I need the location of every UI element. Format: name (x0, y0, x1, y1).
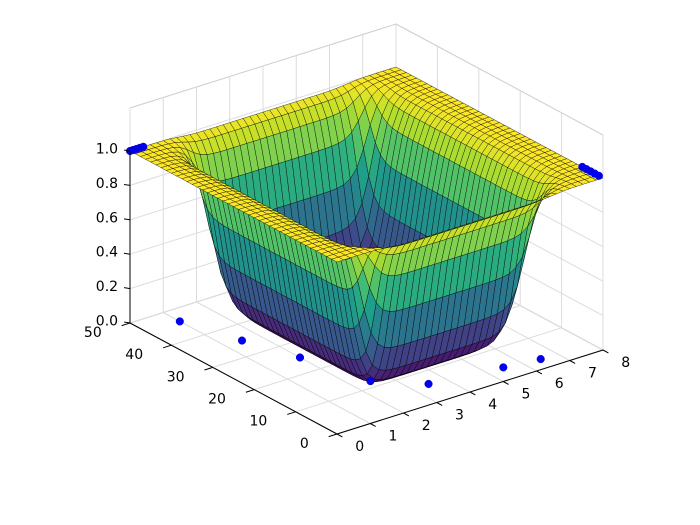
scatter-point (295, 353, 305, 362)
y-tick-label: 30 (167, 369, 185, 385)
grid-line-z-back (129, 66, 397, 152)
x-tick (602, 349, 609, 354)
scatter-point (366, 377, 375, 386)
surface-mesh (129, 66, 604, 383)
scatter-point (424, 379, 433, 388)
y-tick-label: 50 (84, 325, 102, 341)
y-tick (328, 433, 338, 438)
x-tick-label: 3 (455, 408, 464, 424)
y-tick (121, 322, 131, 327)
z-tick (123, 218, 131, 221)
y-tick-label: 20 (208, 392, 226, 408)
grid-line-y-floor (295, 327, 562, 413)
z-tick (123, 252, 131, 255)
x-tick (536, 370, 543, 375)
z-tick (123, 149, 131, 152)
x-tick-label: 8 (621, 355, 630, 371)
y-tick (204, 366, 213, 371)
x-tick-label: 4 (488, 397, 497, 413)
y-tick (245, 389, 255, 393)
x-tick (469, 391, 476, 396)
x-tick (436, 402, 443, 406)
x-tick-label: 7 (588, 366, 597, 382)
scatter-point (536, 355, 545, 364)
scatter-point (237, 336, 247, 345)
z-tick-label: 0.6 (96, 210, 118, 226)
y-tick (162, 344, 172, 349)
z-tick-label: 0.4 (96, 245, 118, 261)
x-tick (503, 381, 509, 385)
x-tick (403, 412, 410, 417)
scatter-point (594, 171, 603, 180)
z-tick (123, 321, 131, 324)
z-tick-label: 0.8 (96, 176, 118, 192)
y-tick-label: 10 (250, 414, 268, 430)
x-tick-label: 0 (355, 439, 364, 455)
scatter-point (139, 142, 148, 151)
x-tick-label: 2 (422, 418, 431, 434)
x-tick-label: 5 (522, 387, 531, 403)
y-tick-label: 0 (300, 436, 309, 452)
scatter-point (499, 363, 508, 372)
chart-axes: 0 1 2 3 4 5 6 7 8 0 10 20 30 40 500.0 0.2 0.4 0.6 0.8 1.0 (84, 141, 630, 455)
z-tick-label: 0.0 (96, 313, 118, 329)
x-tick-label: 6 (555, 376, 564, 392)
y-tick-label: 40 (125, 347, 143, 363)
surface-cell (331, 256, 345, 263)
z-tick-label: 1.0 (96, 141, 118, 157)
x-tick (370, 423, 376, 427)
y-axis-line (129, 322, 338, 435)
x-tick (569, 360, 576, 364)
scatter-points (125, 142, 603, 388)
z-tick (123, 183, 131, 186)
scatter-point (175, 317, 184, 326)
x-tick (336, 433, 343, 438)
z-tick (123, 287, 131, 290)
x-tick-label: 1 (389, 429, 398, 445)
y-tick (287, 411, 296, 415)
grid-line-x-floor (163, 312, 371, 424)
z-tick-label: 0.2 (96, 279, 118, 295)
